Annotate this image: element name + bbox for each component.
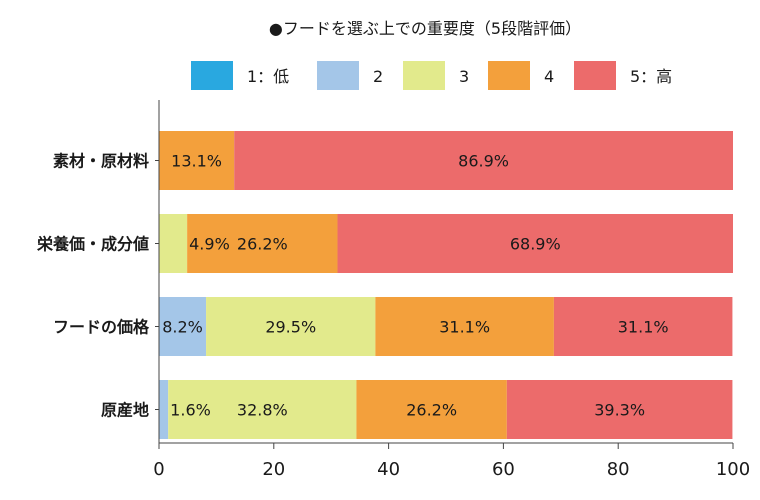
bar-segment — [168, 380, 357, 439]
legend: 1：低 2 3 4 5：高 — [191, 61, 672, 90]
legend-swatch — [574, 61, 616, 90]
bar-segment — [234, 131, 733, 190]
bar-value-label: 39.3% — [594, 401, 645, 420]
bar-segment — [206, 297, 376, 356]
bar-value-label: 26.2% — [237, 235, 288, 254]
bar-value-label: 68.9% — [510, 235, 561, 254]
plot-bars — [159, 131, 733, 439]
bar-value-label: 13.1% — [171, 152, 222, 171]
bar-value-label: 31.1% — [618, 318, 669, 337]
bar-segment — [506, 380, 733, 439]
category-label: 栄養価・成分値 — [36, 235, 149, 254]
bar-segment — [337, 214, 733, 273]
bar-value-label: 29.5% — [265, 318, 316, 337]
category-label: 素材・原材料 — [53, 152, 149, 171]
legend-swatch — [317, 61, 359, 90]
x-tick-label: 20 — [262, 459, 285, 480]
bar-segment — [159, 380, 169, 439]
bar-segment — [159, 131, 235, 190]
bar-value-label: 1.6% — [170, 401, 211, 420]
bar-segment — [159, 297, 207, 356]
legend-label: 4 — [544, 67, 554, 86]
legend-label: 1：低 — [247, 67, 289, 86]
category-label: フードの価格 — [53, 318, 150, 337]
bar-segment — [159, 214, 188, 273]
legend-label: 2 — [373, 67, 383, 86]
bar-value-label: 31.1% — [439, 318, 490, 337]
legend-swatch — [488, 61, 530, 90]
x-tick-label: 60 — [492, 459, 515, 480]
legend-swatch — [191, 61, 233, 90]
bar-segment — [375, 297, 554, 356]
bar-value-label: 8.2% — [162, 318, 203, 337]
x-tick-label: 0 — [153, 459, 164, 480]
x-tick-label: 100 — [716, 459, 750, 480]
axes: 0 20 40 60 80 100 — [153, 100, 750, 480]
bar-segment — [356, 380, 507, 439]
category-label: 原産地 — [101, 401, 149, 420]
bar-data-labels: 13.1% 86.9% 4.9% 26.2% 68.9% 8.2% 29.5% 31.1% 31… — [162, 152, 668, 420]
bar-segment — [187, 214, 338, 273]
bar-value-label: 86.9% — [458, 152, 509, 171]
x-tick-label: 80 — [607, 459, 630, 480]
bar-value-label: 32.8% — [237, 401, 288, 420]
legend-swatch — [403, 61, 445, 90]
bar-value-label: 4.9% — [189, 235, 230, 254]
legend-label: 3 — [459, 67, 469, 86]
bar-segment — [553, 297, 733, 356]
bar-value-label: 26.2% — [406, 401, 457, 420]
legend-label: 5：高 — [630, 67, 672, 86]
x-tick-label: 40 — [377, 459, 400, 480]
chart-title: ●フードを選ぶ上での重要度（5段階評価） — [269, 19, 581, 38]
